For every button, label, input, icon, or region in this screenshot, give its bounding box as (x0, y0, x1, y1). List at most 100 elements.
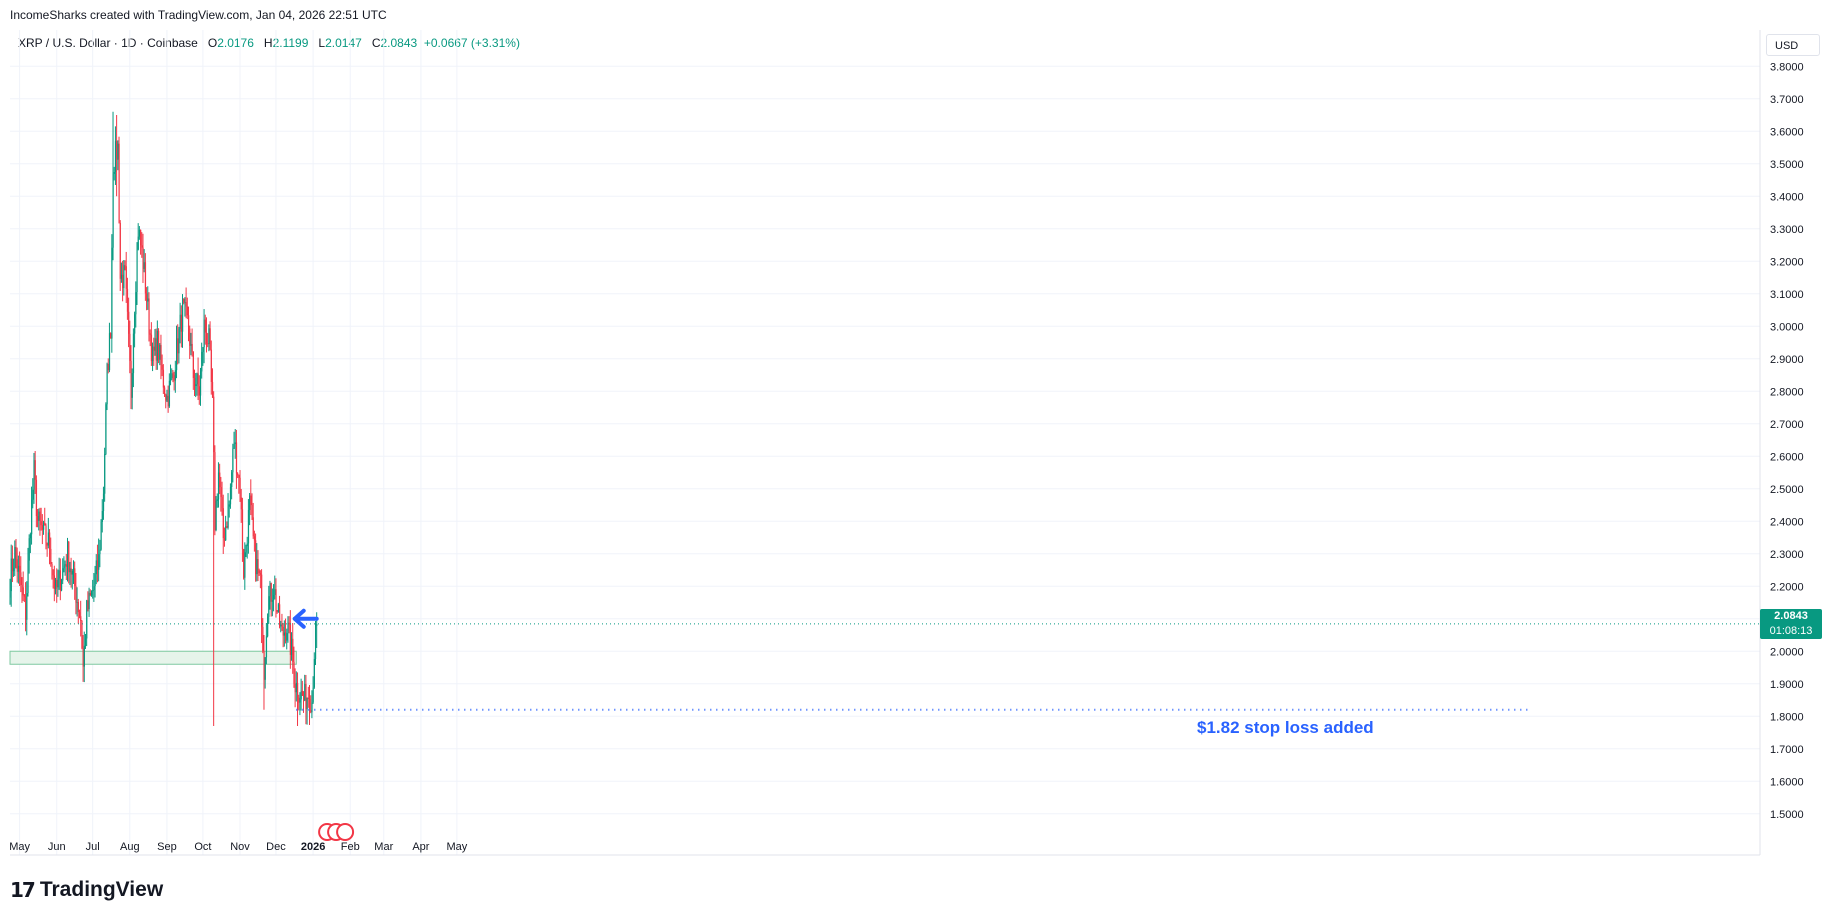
candle (232, 443, 234, 483)
high-label: H (263, 36, 273, 50)
candle-body (67, 541, 69, 567)
candle-body (311, 702, 313, 713)
tradingview-logo[interactable]: 17 TradingView (10, 878, 163, 902)
candle-body (251, 505, 253, 518)
candle (83, 631, 85, 683)
candle-body (292, 638, 294, 662)
candle (177, 324, 179, 365)
candle-body (277, 604, 280, 612)
candle (198, 375, 200, 405)
candle-body (128, 311, 130, 334)
candle (162, 364, 165, 394)
candle-body (22, 587, 24, 596)
candle-body (288, 622, 290, 625)
candle (293, 646, 295, 688)
candle-body (83, 645, 85, 667)
candle-body (313, 659, 315, 688)
candle-body (130, 360, 132, 398)
candle (101, 499, 103, 533)
candle-body (303, 695, 305, 701)
candle-body (92, 590, 94, 592)
candle (310, 695, 312, 714)
candle-body (57, 578, 59, 588)
y-tick-label: 3.8000 (1770, 61, 1804, 73)
candle (289, 610, 292, 669)
candle (273, 584, 275, 612)
candle (132, 328, 135, 388)
currency-selector[interactable]: USD (1766, 34, 1820, 56)
candle-body (281, 624, 283, 627)
candle (239, 470, 241, 502)
candle (285, 618, 287, 644)
x-tick-label: Apr (412, 841, 429, 853)
y-tick-label: 2.7000 (1770, 419, 1804, 431)
candle-body (148, 298, 150, 334)
candle (10, 544, 12, 607)
candle-body (189, 328, 191, 346)
candle-body (172, 373, 174, 376)
candle (61, 578, 63, 592)
candle-body (75, 585, 77, 603)
candle (31, 486, 33, 545)
candle (275, 578, 277, 618)
candle-body (117, 143, 119, 160)
candle (214, 445, 216, 536)
candle-body (191, 343, 193, 352)
candle (287, 616, 289, 643)
candle-body (240, 497, 242, 510)
candle-body (74, 568, 76, 586)
candle-body (71, 570, 73, 575)
candle (192, 351, 194, 390)
candle-body (219, 472, 221, 488)
candle-body (134, 314, 136, 334)
candle-body (29, 534, 32, 539)
candle-body (245, 546, 247, 553)
candle (190, 332, 192, 356)
candle (13, 558, 15, 577)
candle-body (105, 404, 107, 455)
candle-body (274, 589, 276, 595)
candle (269, 580, 271, 610)
candle-body (81, 620, 83, 649)
candle-body (107, 363, 109, 371)
x-tick-label: Mar (374, 841, 393, 853)
y-tick-label: 2.2000 (1770, 581, 1804, 593)
candle-body (25, 596, 27, 620)
candle (235, 429, 238, 489)
candle-body (205, 332, 208, 344)
candle-body (159, 345, 161, 360)
candle (228, 500, 230, 518)
candle (75, 572, 77, 615)
candle-body (76, 602, 78, 604)
candle (247, 499, 250, 554)
y-tick-label: 3.0000 (1770, 321, 1804, 333)
candle (168, 373, 171, 408)
candle (223, 527, 226, 547)
candle-body (116, 141, 118, 160)
candle-body (226, 526, 228, 528)
candle-body (19, 565, 21, 573)
candle-body (209, 328, 211, 350)
candle-body (141, 245, 143, 248)
candle (204, 314, 206, 345)
candle-body (13, 567, 15, 572)
y-tick-label: 1.5000 (1770, 809, 1804, 821)
candle-body (261, 574, 263, 627)
candle (185, 287, 187, 319)
candle-body (293, 661, 295, 684)
candle-body (180, 314, 183, 332)
candle (246, 536, 248, 559)
candle-body (255, 540, 257, 575)
x-tick-label: Aug (120, 841, 140, 853)
candle (123, 259, 125, 296)
candle-body (43, 522, 45, 530)
candle-body (89, 592, 91, 596)
candle (17, 555, 20, 584)
candle (146, 287, 148, 311)
candle-body (106, 363, 108, 405)
candle-body (9, 591, 11, 598)
symbol-name[interactable]: XRP / U.S. Dollar · 1D · Coinbase (18, 36, 198, 50)
candle (309, 684, 311, 726)
candle (63, 556, 65, 573)
